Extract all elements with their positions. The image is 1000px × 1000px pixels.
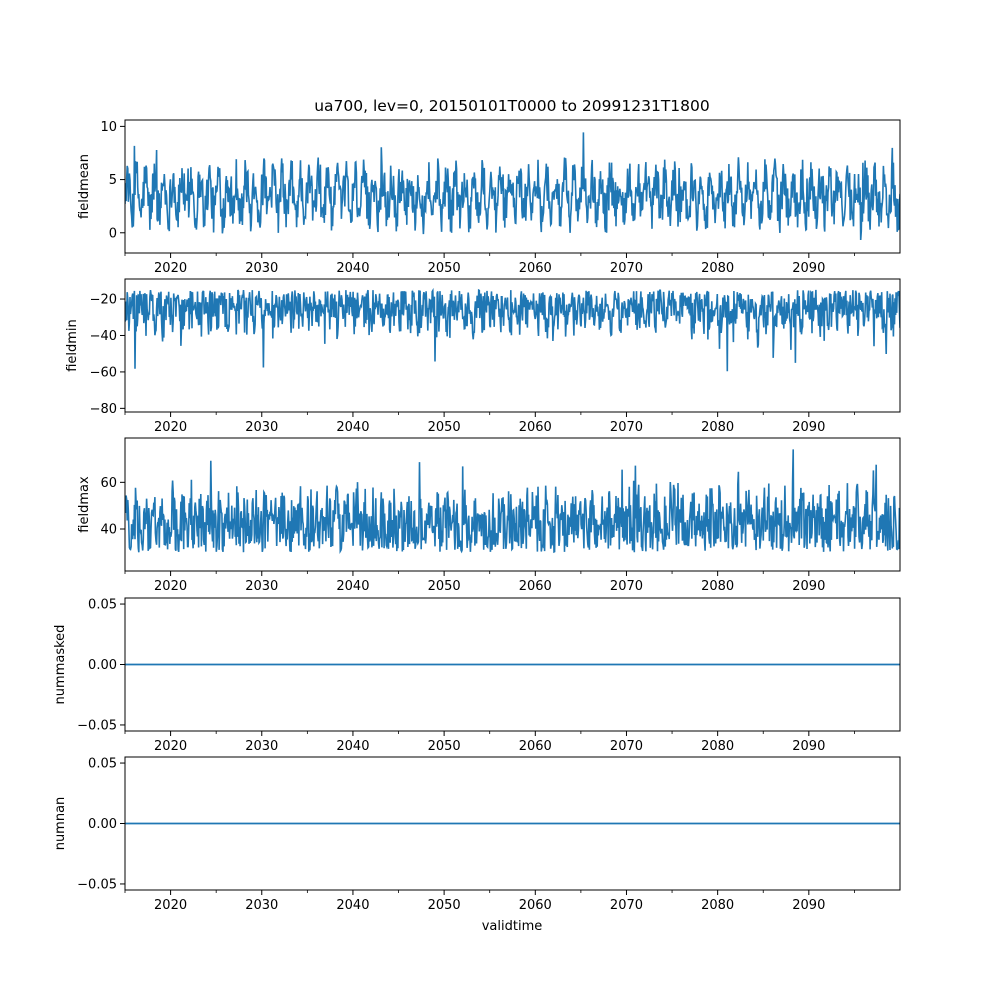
y-axis-label: nummasked <box>53 625 68 705</box>
y-axis-label: fieldmin <box>65 319 80 372</box>
x-tick-label: 2060 <box>519 579 552 594</box>
x-tick-label: 2080 <box>701 739 734 754</box>
y-tick-label: −0.05 <box>77 877 117 892</box>
x-tick-label: 2080 <box>701 898 734 913</box>
x-tick-label: 2020 <box>154 579 187 594</box>
x-tick-label: 2060 <box>519 261 552 276</box>
panel-nummasked: 2020 2030 2040 2050 2060 2070 2080 2090 −0.05 0.0… <box>53 597 901 754</box>
x-tick-label: 2030 <box>245 261 278 276</box>
x-tick-label: 2030 <box>245 579 278 594</box>
x-axis-label: validtime <box>482 919 543 934</box>
x-tick-label: 2030 <box>245 898 278 913</box>
y-tick-label: 10 <box>100 120 117 135</box>
x-tick-label: 2060 <box>519 420 552 435</box>
x-tick-label: 2090 <box>792 739 825 754</box>
y-tick-label: −20 <box>90 293 117 308</box>
x-tick-label: 2070 <box>610 420 643 435</box>
x-tick-label: 2070 <box>610 579 643 594</box>
x-tick-label: 2090 <box>792 579 825 594</box>
x-tick-label: 2040 <box>336 898 369 913</box>
x-tick-label: 2020 <box>154 898 187 913</box>
y-tick-label: 60 <box>100 476 117 491</box>
x-tick-label: 2080 <box>701 261 734 276</box>
x-tick-label: 2020 <box>154 739 187 754</box>
y-axis-label: fieldmax <box>77 476 92 533</box>
x-tick-label: 2030 <box>245 420 278 435</box>
x-tick-label: 2040 <box>336 261 369 276</box>
x-tick-label: 2080 <box>701 579 734 594</box>
chart-title: ua700, lev=0, 20150101T0000 to 20991231T… <box>314 97 710 115</box>
y-tick-label: 0.05 <box>88 757 117 772</box>
panel-fieldmin: 2020 2030 2040 2050 2060 2070 2080 2090 −80 −60 −4… <box>65 278 901 435</box>
x-tick-label: 2060 <box>519 739 552 754</box>
plot-frame-fieldmean <box>124 119 901 254</box>
series-line-fieldmax <box>125 449 900 555</box>
y-axis-label: numnan <box>53 797 68 851</box>
series-line-fieldmean <box>125 132 900 241</box>
y-axis-label: fieldmean <box>77 154 92 219</box>
plot-frame-fieldmin <box>124 278 901 413</box>
y-tick-label: 0.05 <box>88 598 117 613</box>
x-tick-label: 2090 <box>792 261 825 276</box>
x-tick-label: 2090 <box>792 420 825 435</box>
x-tick-label: 2040 <box>336 739 369 754</box>
x-tick-label: 2050 <box>428 261 461 276</box>
panel-fieldmean: 2020 2030 2040 2050 2060 2070 2080 2090 0 5 10 fiel… <box>77 119 901 276</box>
x-tick-label: 2050 <box>428 739 461 754</box>
series-line-fieldmin <box>125 287 900 372</box>
y-tick-label: −80 <box>90 402 117 417</box>
x-tick-label: 2060 <box>519 898 552 913</box>
x-tick-label: 2050 <box>428 420 461 435</box>
y-tick-label: −40 <box>90 329 117 344</box>
y-tick-label: 40 <box>100 523 117 538</box>
x-tick-label: 2030 <box>245 739 278 754</box>
x-tick-label: 2070 <box>610 898 643 913</box>
y-tick-label: −0.05 <box>77 718 117 733</box>
plot-frame-fieldmax <box>124 437 901 572</box>
y-tick-label: −60 <box>90 365 117 380</box>
x-tick-label: 2050 <box>428 898 461 913</box>
y-tick-label: 0.00 <box>88 817 117 832</box>
x-tick-label: 2070 <box>610 261 643 276</box>
x-tick-label: 2020 <box>154 261 187 276</box>
panel-numnan: 2020 2030 2040 2050 2060 2070 2080 2090 −0.05 0.0… <box>53 756 901 913</box>
panel-fieldmax: 2020 2030 2040 2050 2060 2070 2080 2090 40 60 fiel… <box>77 437 901 594</box>
x-tick-label: 2090 <box>792 898 825 913</box>
x-tick-label: 2070 <box>610 739 643 754</box>
x-tick-label: 2050 <box>428 579 461 594</box>
y-tick-label: 0 <box>109 226 117 241</box>
x-tick-label: 2040 <box>336 420 369 435</box>
x-tick-label: 2080 <box>701 420 734 435</box>
y-tick-label: 0.00 <box>88 658 117 673</box>
y-tick-label: 5 <box>109 173 117 188</box>
x-tick-label: 2040 <box>336 579 369 594</box>
x-tick-label: 2020 <box>154 420 187 435</box>
